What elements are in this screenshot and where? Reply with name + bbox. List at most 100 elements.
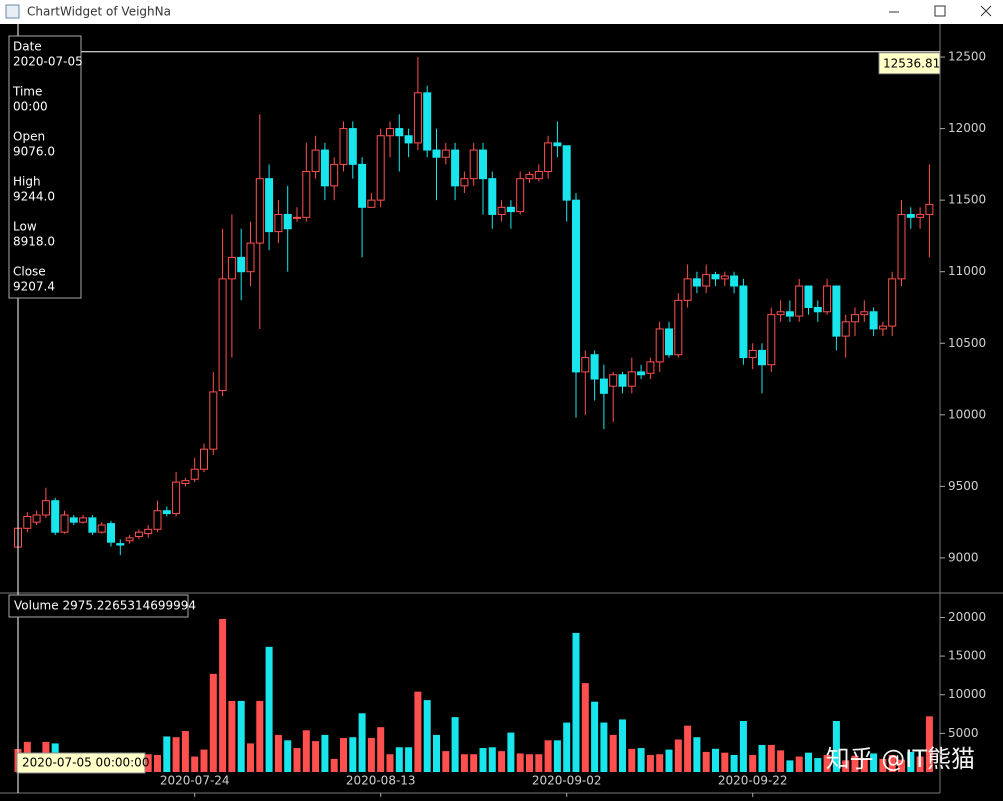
volume-bar [507, 732, 515, 772]
candle-body [906, 213, 915, 218]
volume-bar [712, 748, 719, 772]
candle-body [888, 278, 897, 327]
y-tick-label: 20000 [948, 610, 986, 624]
candle-body [488, 178, 497, 215]
volume-bar [377, 727, 385, 772]
candle-body [255, 178, 264, 244]
volume-bar [544, 740, 552, 772]
y-tick-label: 11500 [948, 193, 986, 207]
candle-body [479, 149, 487, 180]
candle-body [60, 514, 69, 533]
candle-body [153, 510, 162, 530]
candle-body [767, 314, 776, 366]
volume-bar [898, 759, 905, 772]
volume-bar [777, 750, 785, 772]
info-value: 8918.0 [13, 235, 55, 249]
y-tick-label: 9500 [948, 479, 979, 493]
candle-body [674, 299, 683, 356]
volume-bar [154, 755, 161, 772]
y-tick-label: 12000 [948, 121, 986, 135]
volume-bar [665, 749, 673, 772]
candle-body [618, 374, 627, 387]
volume-bar [293, 748, 301, 772]
candle-body [534, 171, 543, 180]
candle-body [227, 256, 236, 280]
y-tick-label: 12500 [948, 50, 986, 64]
candle-body [423, 92, 432, 151]
volume-bar [479, 748, 487, 772]
info-label: Time [12, 85, 42, 99]
candle-body [144, 528, 153, 535]
volume-bar [879, 758, 887, 772]
candle-body [832, 285, 841, 337]
volume-bar [423, 700, 431, 772]
volume-bar [739, 721, 747, 772]
volume-bar [832, 721, 840, 772]
candle-body [23, 515, 32, 529]
volume-bar [414, 691, 422, 772]
volume-bar [572, 632, 580, 772]
maximize-button[interactable] [934, 5, 946, 17]
volume-bar [349, 737, 357, 772]
candle-body [413, 92, 422, 144]
candle-body [79, 517, 88, 523]
candle-body [358, 163, 367, 208]
candle-body [795, 285, 804, 317]
candle-body [246, 242, 255, 273]
volume-bar [563, 722, 571, 772]
candle-body [302, 171, 311, 218]
candle-body [860, 311, 869, 316]
volume-bar [265, 646, 273, 772]
app-icon [5, 4, 20, 19]
volume-bar [405, 747, 413, 772]
volume-bar [535, 754, 543, 772]
info-value: 9207.4 [13, 280, 55, 294]
candle-body [283, 213, 292, 230]
volume-bar [767, 744, 775, 772]
price-label-box [878, 52, 941, 75]
volume-bar [386, 754, 394, 772]
volume-info: Volume 2975.2265314699994 [14, 599, 196, 613]
info-value: 9244.0 [13, 190, 55, 204]
volume-bar [851, 755, 859, 772]
candle-body [897, 213, 906, 280]
candle-body [813, 306, 822, 313]
volume-bar [684, 725, 692, 772]
title-bar [0, 0, 1003, 24]
volume-bar [860, 758, 868, 772]
volume-bar [656, 754, 664, 772]
datetime-label-box [16, 752, 146, 774]
candle-body [841, 321, 850, 337]
volume-bar [730, 755, 738, 772]
volume-bar [219, 619, 227, 772]
volume-bar [870, 753, 878, 772]
volume-bar [591, 701, 599, 772]
close-button[interactable] [980, 5, 992, 17]
candle-body [692, 278, 701, 287]
candle-body [88, 517, 97, 533]
candle-body [590, 354, 599, 380]
x-tick-label: 2020-07-24 [160, 774, 230, 788]
volume-bar [721, 752, 729, 772]
candle-body [748, 349, 757, 359]
volume-bar [312, 741, 320, 772]
candle-body [544, 142, 553, 173]
volume-bar [460, 754, 468, 772]
candle-body [97, 524, 106, 533]
volume-bar [888, 755, 896, 772]
volume-bar [488, 747, 496, 772]
volume-bar [619, 719, 626, 772]
volume-bar [628, 748, 636, 772]
candle-body [395, 128, 404, 137]
candle-body [32, 514, 41, 523]
candle-body [125, 537, 134, 542]
volume-bar [823, 755, 831, 772]
volume-bar [581, 683, 589, 772]
candle-body [525, 173, 534, 180]
volume-bar [470, 754, 478, 772]
candle-body [609, 374, 618, 387]
x-tick-label: 2020-09-22 [718, 774, 788, 788]
candle-body [376, 135, 385, 201]
candle-body [330, 163, 339, 187]
candle-body [655, 328, 664, 363]
